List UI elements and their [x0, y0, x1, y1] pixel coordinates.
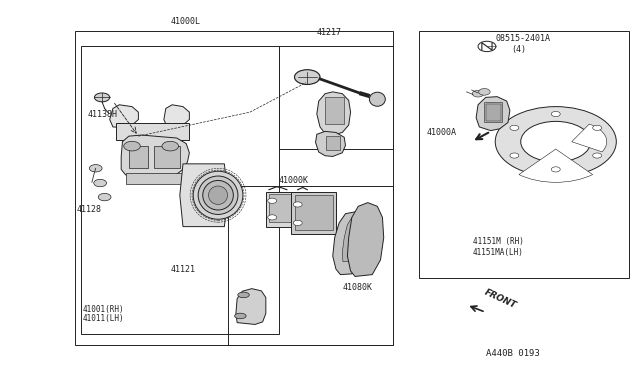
Bar — [154, 146, 180, 168]
Circle shape — [268, 215, 276, 220]
Polygon shape — [333, 212, 366, 275]
Circle shape — [90, 164, 102, 172]
Circle shape — [99, 193, 111, 201]
Text: 41121: 41121 — [170, 264, 195, 273]
Bar — [278, 46, 394, 149]
Polygon shape — [236, 289, 266, 324]
Bar — [291, 192, 336, 234]
Circle shape — [510, 153, 519, 158]
Text: FRONT: FRONT — [483, 287, 517, 310]
Bar — [326, 136, 340, 150]
Ellipse shape — [193, 171, 243, 219]
Text: 41151MA(LH): 41151MA(LH) — [473, 248, 524, 257]
Text: 41217: 41217 — [317, 28, 342, 37]
Circle shape — [551, 112, 560, 116]
Text: 41138H: 41138H — [88, 109, 117, 119]
Bar — [484, 102, 502, 122]
Polygon shape — [121, 135, 189, 178]
Text: 41001(RH): 41001(RH) — [83, 305, 125, 314]
Ellipse shape — [369, 92, 385, 106]
Bar — [116, 123, 189, 140]
Bar — [294, 195, 333, 230]
Bar — [486, 104, 501, 121]
Circle shape — [495, 107, 616, 177]
Circle shape — [124, 141, 140, 151]
Wedge shape — [519, 149, 593, 182]
Polygon shape — [180, 164, 228, 227]
Bar — [228, 186, 394, 345]
Ellipse shape — [209, 186, 228, 205]
Circle shape — [294, 70, 320, 84]
Bar — [81, 46, 278, 334]
Polygon shape — [164, 105, 189, 128]
Polygon shape — [109, 105, 138, 128]
Bar — [129, 146, 148, 168]
Text: 41128: 41128 — [77, 205, 102, 215]
Polygon shape — [342, 217, 358, 262]
Bar — [75, 31, 394, 345]
Text: 41000L: 41000L — [170, 17, 200, 26]
Text: A440B 0193: A440B 0193 — [486, 349, 540, 358]
Circle shape — [472, 90, 484, 97]
Ellipse shape — [235, 313, 246, 319]
Text: 41000A: 41000A — [427, 128, 457, 137]
Text: 41000K: 41000K — [278, 176, 308, 185]
Circle shape — [293, 220, 302, 225]
Circle shape — [293, 202, 302, 207]
Polygon shape — [317, 92, 351, 135]
Text: (4): (4) — [511, 45, 526, 54]
Text: 41151M (RH): 41151M (RH) — [473, 237, 524, 246]
Circle shape — [268, 198, 276, 203]
Circle shape — [479, 89, 490, 95]
Circle shape — [162, 141, 179, 151]
Circle shape — [94, 179, 106, 187]
Circle shape — [510, 125, 519, 131]
Text: 41080K: 41080K — [342, 283, 372, 292]
Bar — [419, 31, 629, 278]
Bar — [269, 195, 310, 222]
Circle shape — [593, 125, 602, 131]
Polygon shape — [316, 131, 346, 157]
Circle shape — [95, 93, 109, 102]
Circle shape — [593, 153, 602, 158]
Wedge shape — [572, 124, 607, 152]
Text: 41011(LH): 41011(LH) — [83, 314, 125, 323]
Circle shape — [521, 121, 591, 162]
Ellipse shape — [238, 292, 249, 298]
Bar — [325, 97, 344, 124]
Polygon shape — [476, 97, 510, 131]
Ellipse shape — [203, 180, 234, 210]
Ellipse shape — [198, 176, 238, 214]
Bar — [266, 192, 314, 227]
Polygon shape — [348, 203, 384, 276]
Bar — [125, 173, 189, 184]
Text: 08515-2401A: 08515-2401A — [495, 34, 550, 43]
Circle shape — [551, 167, 560, 172]
